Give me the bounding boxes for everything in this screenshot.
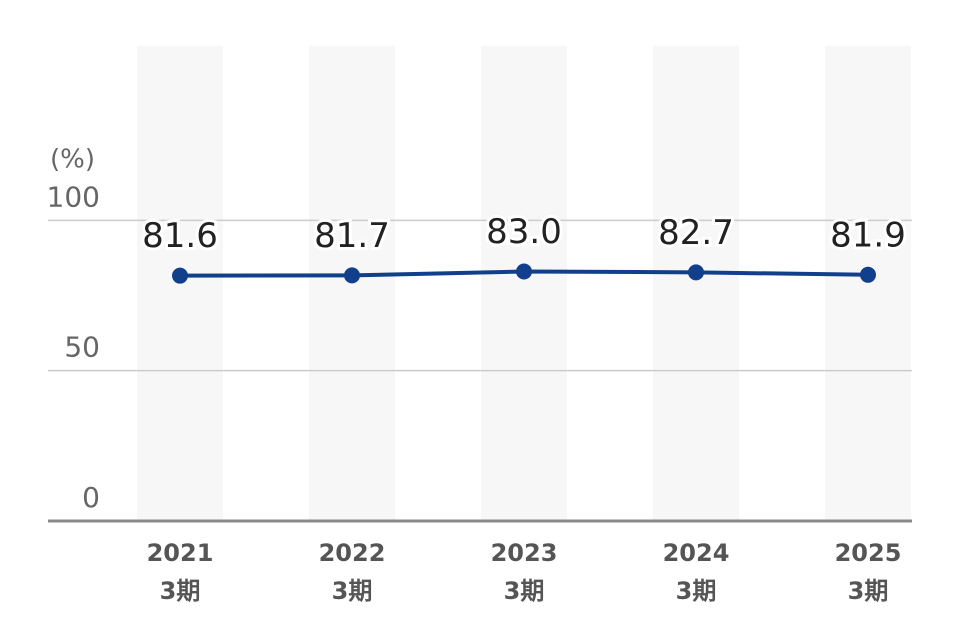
column-band bbox=[481, 46, 567, 521]
x-tick-sublabel: 3期 bbox=[332, 577, 373, 605]
column-band bbox=[309, 46, 395, 521]
y-tick-label: 50 bbox=[64, 331, 100, 364]
data-label: 81.7 bbox=[314, 216, 390, 256]
x-tick-label: 2021 bbox=[147, 539, 214, 567]
point bbox=[860, 266, 876, 283]
x-tick-label: 2025 bbox=[835, 539, 902, 567]
data-label: 81.9 bbox=[830, 215, 906, 255]
point bbox=[344, 267, 360, 284]
y-tick-label: 100 bbox=[47, 180, 100, 213]
point bbox=[172, 267, 188, 284]
x-tick-label: 2023 bbox=[491, 539, 558, 567]
data-label: 83.0 bbox=[486, 212, 562, 252]
data-label: 81.6 bbox=[142, 216, 218, 256]
x-tick-sublabel: 3期 bbox=[676, 577, 717, 605]
x-tick-sublabel: 3期 bbox=[504, 577, 545, 605]
point bbox=[688, 264, 704, 281]
data-label: 82.7 bbox=[658, 213, 734, 253]
point bbox=[516, 263, 532, 280]
column-band bbox=[653, 46, 739, 521]
x-tick-sublabel: 3期 bbox=[160, 577, 201, 605]
y-tick-label: 0 bbox=[82, 481, 100, 514]
column-band bbox=[825, 46, 911, 521]
x-tick-sublabel: 3期 bbox=[848, 577, 889, 605]
x-tick-label: 2024 bbox=[663, 539, 730, 567]
y-unit-label: (%) bbox=[50, 145, 95, 175]
x-tick-label: 2022 bbox=[319, 539, 386, 567]
